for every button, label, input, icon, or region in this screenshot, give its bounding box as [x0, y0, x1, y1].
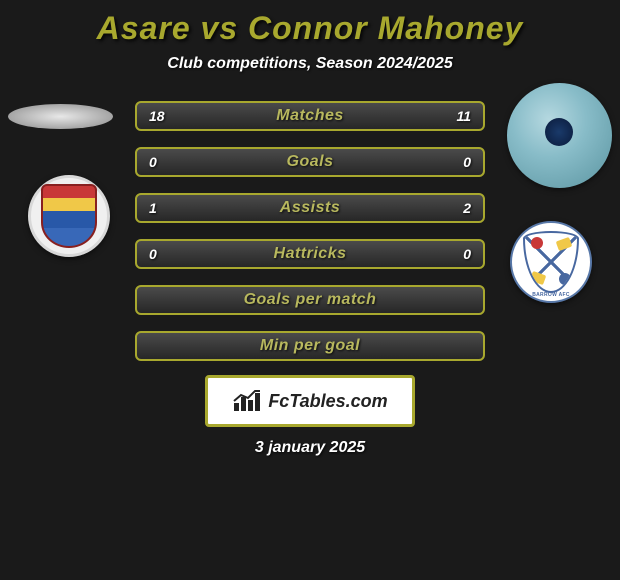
stat-right-value: 0: [463, 154, 471, 170]
player-left-avatar: [8, 104, 113, 129]
stat-left-value: 18: [149, 108, 165, 124]
stat-row-matches: 18 Matches 11: [0, 93, 620, 139]
stat-right-value: 0: [463, 246, 471, 262]
stat-left-value: 0: [149, 246, 157, 262]
stat-left-value: 1: [149, 200, 157, 216]
stat-right-value: 11: [456, 108, 471, 124]
stat-right-value: 2: [463, 200, 471, 216]
stat-bar: Min per goal: [135, 331, 485, 361]
branding-text: FcTables.com: [268, 391, 387, 412]
stat-row-mpg: Min per goal: [0, 323, 620, 369]
stat-bar: 18 Matches 11: [135, 101, 485, 131]
stat-row-hattricks: 0 Hattricks 0 BARROW AFC: [0, 231, 620, 277]
stat-label: Hattricks: [274, 245, 347, 263]
branding-box: FcTables.com: [205, 375, 415, 427]
stat-bar: 1 Assists 2: [135, 193, 485, 223]
comparison-subtitle: Club competitions, Season 2024/2025: [167, 55, 452, 73]
stat-bar: Goals per match: [135, 285, 485, 315]
stat-label: Assists: [280, 199, 340, 217]
comparison-card: Asare vs Connor Mahoney Club competition…: [0, 0, 620, 467]
comparison-title: Asare vs Connor Mahoney: [97, 10, 524, 47]
bar-chart-icon: [232, 389, 262, 413]
stat-label: Goals per match: [244, 291, 377, 309]
player-left-head-placeholder: [8, 104, 113, 129]
stat-label: Matches: [276, 107, 344, 125]
stat-label: Min per goal: [260, 337, 360, 355]
stat-bar: 0 Goals 0: [135, 147, 485, 177]
stat-row-gpm: Goals per match: [0, 277, 620, 323]
stat-left-value: 0: [149, 154, 157, 170]
stat-label: Goals: [287, 153, 334, 171]
stat-bar: 0 Hattricks 0: [135, 239, 485, 269]
snapshot-date: 3 january 2025: [255, 439, 365, 457]
